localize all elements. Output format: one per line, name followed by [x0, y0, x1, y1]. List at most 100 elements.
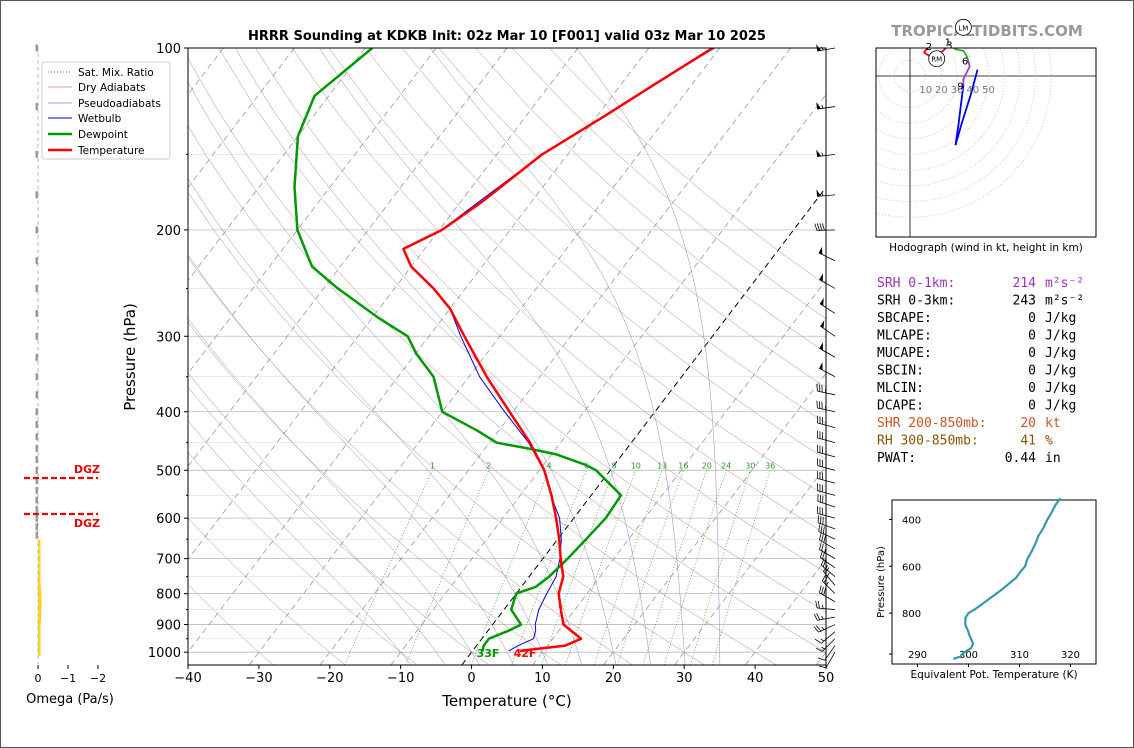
barb-staff [817, 607, 836, 610]
storm-motion-rm-label: RM [931, 56, 942, 64]
wind-barb [813, 613, 836, 621]
te-y-tick-label: 800 [902, 609, 921, 620]
index-value: 0.44 [1005, 451, 1036, 466]
y-tick-label: 800 [156, 588, 181, 603]
dry-adiabat [291, 48, 826, 535]
omega-bar [38, 626, 41, 634]
y-tick-label: 200 [156, 224, 181, 239]
index-unit: in [1045, 451, 1061, 466]
barb-full [814, 638, 822, 644]
barb-full [822, 559, 827, 567]
index-unit: m²s⁻² [1045, 294, 1084, 309]
omega-bar [35, 353, 38, 361]
te-x-tick-label: 320 [1061, 650, 1080, 661]
hodo-ring [893, 59, 926, 92]
wind-barb [815, 638, 836, 652]
barb-flag [820, 320, 825, 329]
barb-half [821, 626, 825, 630]
barb-full [818, 401, 821, 409]
barb-half [824, 557, 827, 562]
index-label: MUCAPE: [877, 346, 932, 361]
barb-staff [817, 490, 836, 496]
hodo-ring-label: 40 [966, 85, 979, 96]
barb-staff [817, 437, 836, 444]
index-value: 214 [1013, 276, 1037, 291]
barb-full [821, 384, 823, 393]
x-tick-label: −40 [174, 671, 201, 686]
hodo-ring-label: 30 [951, 85, 964, 96]
mixing-ratio-line [470, 470, 550, 665]
y-tick-label: 900 [156, 619, 181, 634]
omega-bar [38, 596, 42, 604]
omega-bar [38, 583, 41, 591]
x-tick-label: 20 [605, 671, 622, 686]
mixing-ratio-label: 13 [657, 461, 667, 470]
barb-full [821, 543, 824, 551]
mixing-ratio-line [593, 470, 663, 665]
hodograph-frame [875, 47, 1097, 238]
dry-adiabat [188, 451, 418, 665]
dgz-label-2: DGZ [74, 517, 100, 530]
x-tick-label: 0 [467, 671, 475, 686]
omega-bar [35, 44, 38, 52]
dry-adiabat [188, 57, 826, 653]
barb-flag [819, 362, 823, 371]
hodo-height-label: 9 [957, 81, 963, 92]
dry-adiabat [188, 125, 777, 665]
omega-bar [35, 496, 38, 504]
mixing-ratio-label: 8 [611, 461, 616, 470]
barb-full [818, 665, 827, 669]
barb-flag [818, 246, 823, 255]
barb-full [821, 401, 823, 410]
barb-staff [817, 390, 836, 396]
barb-staff [824, 645, 836, 661]
moist-adiabat [235, 48, 617, 665]
barb-staff [818, 624, 836, 633]
sfc-dewpoint-label: 33F [477, 647, 500, 660]
wind-barb [817, 494, 836, 508]
omega-bar [35, 373, 38, 381]
wind-barb [819, 297, 836, 314]
barb-half [821, 104, 824, 109]
barb-full [816, 383, 818, 392]
index-label: PWAT: [877, 451, 916, 466]
barb-full [818, 384, 821, 392]
wind-barb [817, 483, 836, 496]
mixing-ratio-label: 10 [631, 461, 641, 470]
hodo-height-label: 1 [945, 37, 951, 48]
wind-barb [818, 246, 836, 262]
barb-full [821, 551, 826, 560]
barb-full [817, 515, 819, 523]
theta-e-frame [891, 499, 1097, 665]
mixing-ratio-label: 36 [765, 461, 775, 470]
index-label: SBCAPE: [877, 311, 932, 326]
dry-adiabat [402, 48, 826, 424]
barb-staff [819, 549, 836, 559]
omega-bar [38, 590, 42, 598]
skewt-profiles [293, 48, 715, 653]
index-value: 0 [1028, 381, 1036, 396]
skewt-background-lines [188, 48, 826, 665]
barb-half [821, 152, 824, 157]
index-label: SRH 0-1km: [877, 276, 955, 291]
omega-bar [38, 569, 41, 577]
index-label: DCAPE: [877, 399, 924, 414]
barb-half [821, 646, 825, 650]
x-tick-label: 40 [747, 671, 764, 686]
wind-barb [816, 189, 836, 197]
moist-adiabat [188, 178, 548, 665]
barb-flag [819, 273, 823, 282]
omega-bar [35, 391, 38, 399]
x-tick-label: 10 [534, 671, 551, 686]
te-y-tick-label: 400 [902, 515, 921, 526]
wind-barb [817, 471, 836, 484]
indices-table: SRH 0-1km: 214 m²s⁻² SRH 0-3km: 243 m²s⁻² SBCA… [877, 276, 1084, 466]
barb-full [822, 517, 824, 525]
omega-bar [38, 602, 42, 610]
y-tick-label: 1000 [148, 646, 181, 661]
omega-bar [38, 648, 41, 656]
legend-box [41, 61, 171, 160]
barb-full [817, 657, 825, 661]
barb-staff [825, 651, 836, 668]
theta-e-line [952, 497, 1062, 660]
